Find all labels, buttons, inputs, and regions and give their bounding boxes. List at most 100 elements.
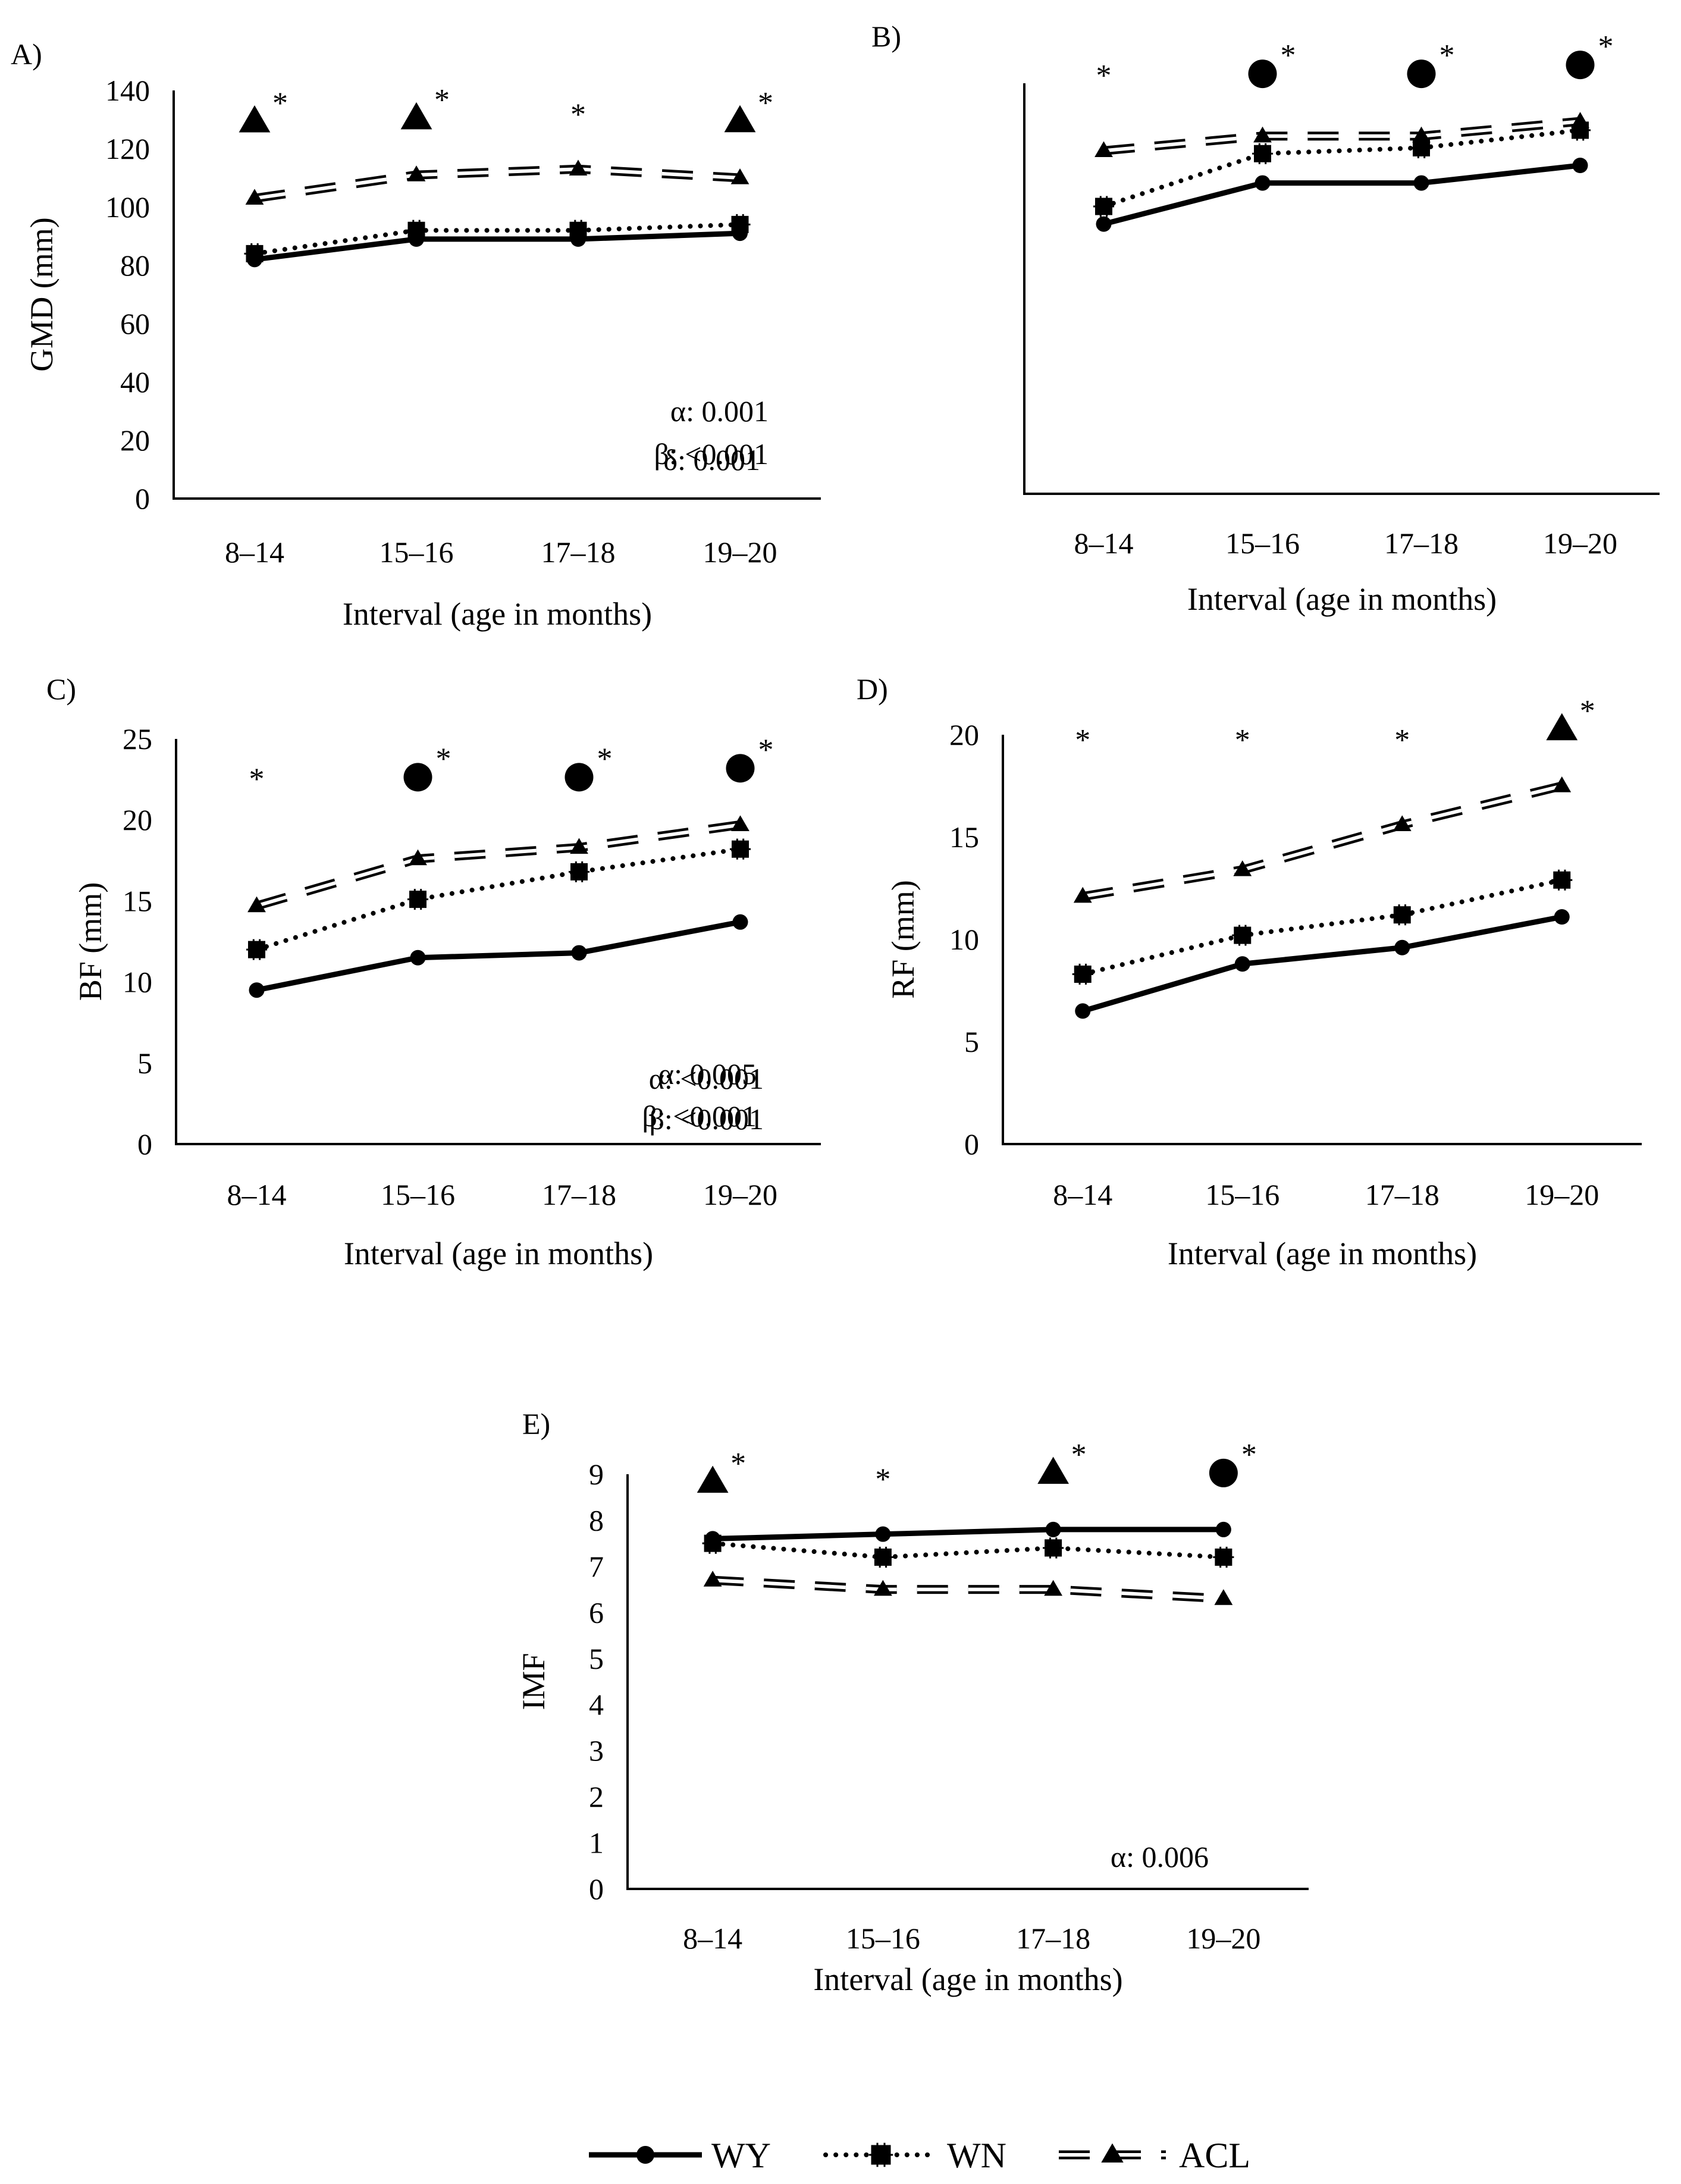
significance-star: * [249,762,265,796]
series-line-wy [1103,162,1580,227]
series-line-wy [713,1527,1224,1541]
y-axis-label: RF (mm) [885,880,921,999]
data-point-wy [1075,1003,1091,1019]
significance-star: * [1075,723,1090,757]
x-tick-label: 15–16 [380,535,454,569]
data-point-acl [570,838,588,854]
significance-circle-marker [564,763,594,792]
series-wn [246,838,751,960]
legend: WY WN ACL [589,2136,1250,2175]
x-tick-label: 19–20 [1543,527,1617,560]
significance-triangle-marker [1546,713,1578,741]
y-tick-label: 20 [120,424,150,457]
x-axis-label: Interval (age in months) [1168,1236,1477,1271]
panel-d: D) 0 5 10 15 20 8–14 15–16 17–18 19–20 Interval (a… [642,672,1642,1271]
stats-annotation: α: 0.005 [658,1057,757,1091]
legend-entry-wy: WY [589,2136,771,2175]
significance-star: * [758,733,774,767]
significance-star: * [570,98,586,131]
y-tick-label: 0 [137,1127,152,1161]
legend-marker [868,2142,893,2167]
data-point-acl [569,159,588,176]
series-line-wn [252,222,742,256]
series-wn [1072,869,1573,985]
x-tick-label: 17–18 [1365,1178,1439,1211]
x-tick-label: 8–14 [1074,527,1134,560]
x-tick-label: 17–18 [1016,1922,1090,1955]
series-wy [1096,158,1588,232]
y-tick-label: 80 [120,249,150,282]
y-tick-label: 60 [120,307,150,340]
data-point-wn [729,214,751,235]
axes [175,739,821,1145]
significance-star: * [875,1463,890,1497]
series-line-acl [1082,781,1563,901]
panel-label: A) [11,37,42,71]
data-point-wy [1255,175,1271,191]
legend-label: WN [947,2136,1006,2175]
axes [173,90,821,500]
significance-circle-marker [1566,51,1595,80]
legend-marker [1101,2143,1124,2163]
x-axis-label: Interval (age in months) [1187,581,1497,617]
series-line-wn [1080,878,1564,977]
significance-star: * [1096,59,1112,93]
x-tick-label: 19–20 [703,1178,777,1211]
data-point-acl [407,165,426,181]
x-tick-label: 8–14 [683,1922,742,1955]
y-tick-label: 10 [949,923,979,956]
series-line-wn [710,1541,1226,1560]
data-point-acl [1253,126,1272,143]
data-point-wn [1391,904,1413,926]
x-tick-label: 19–20 [1525,1178,1599,1211]
data-point-wy [571,945,587,961]
y-axis-label: BF (mm) [73,882,108,1001]
series-line-acl [1103,117,1581,155]
significance-star: * [597,742,613,776]
significance-circle-marker [726,754,755,783]
panel-b: B) 8–14 15–16 17–18 19–20 Interval (age in mo… [654,20,1660,617]
axes [1023,83,1660,495]
x-tick-label: 8–14 [1053,1178,1112,1211]
series-line-wy [1081,914,1563,1014]
x-tick-label: 15–16 [1205,1178,1279,1211]
series-acl [247,815,749,913]
data-point-wn [1072,963,1093,985]
y-tick-label: 6 [589,1596,604,1629]
stats-annotation: β: <0.001 [642,1099,757,1133]
data-point-wn [872,1546,893,1568]
stats-annotation: α: 0.006 [1111,1840,1209,1873]
significance-star: * [1598,30,1614,64]
y-tick-label: 7 [589,1550,604,1583]
data-point-acl [1412,126,1431,143]
data-point-acl [1094,141,1113,157]
data-point-wn [244,243,265,264]
data-point-acl [245,189,264,205]
data-point-wy [249,982,265,998]
y-tick-label: 100 [105,190,150,224]
data-point-wn [406,220,427,241]
series-wn [244,214,751,264]
series-acl [1073,776,1572,903]
data-point-wy [1394,939,1410,955]
data-point-acl [873,1580,892,1596]
significance-star: * [1235,723,1250,757]
data-point-acl [1553,776,1572,792]
y-tick-label: 8 [589,1503,604,1537]
data-point-wn [702,1533,723,1554]
x-axis-label: Interval (age in months) [343,596,652,632]
series-wy [1075,909,1570,1019]
data-point-wn [246,939,268,960]
data-point-wy [732,914,748,930]
significance-star: * [1580,694,1595,728]
significance-triangle-marker [724,105,756,133]
stats-annotation: β: <0.001 [649,1102,764,1136]
y-tick-label: 20 [949,718,979,751]
panel-e: E) 0 1 2 3 4 5 6 7 8 9 8–14 15–16 17–18 19–20 Interval … [516,1407,1309,1997]
data-point-wy [1413,175,1429,191]
data-point-acl [1214,1589,1233,1605]
data-point-wn [1232,925,1253,946]
data-point-wy [410,950,426,966]
data-point-acl [703,1571,722,1587]
